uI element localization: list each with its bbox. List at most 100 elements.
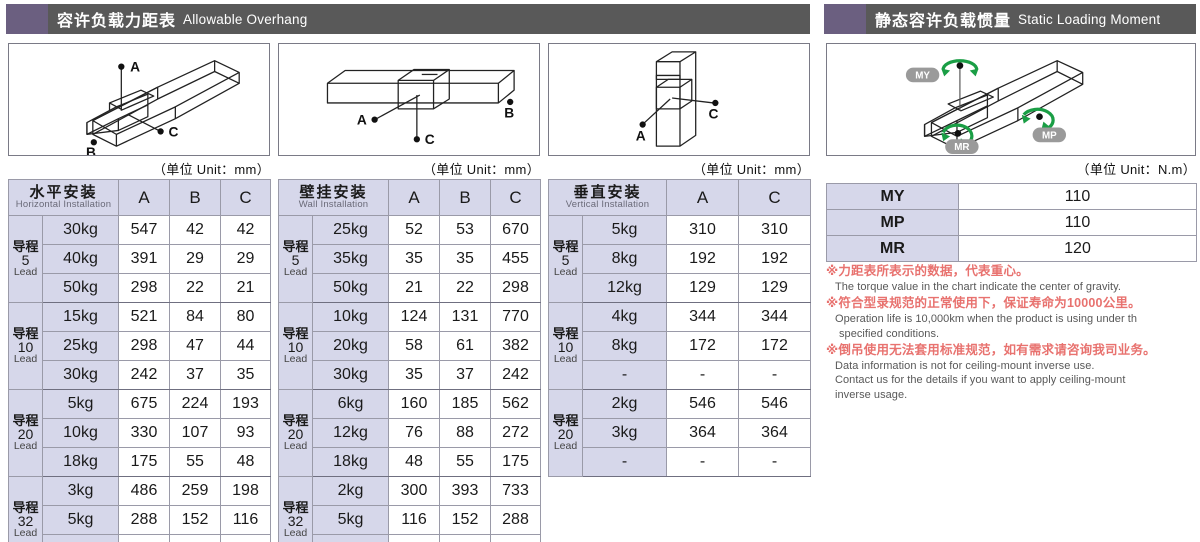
load-cell: 5kg bbox=[311, 505, 390, 535]
load-cell: 8kg bbox=[581, 244, 668, 274]
lead-cn: 导程 bbox=[12, 239, 39, 255]
value-cell-b: 152 bbox=[169, 505, 221, 535]
value-cell-a: - bbox=[666, 360, 740, 390]
svg-text:A: A bbox=[357, 113, 367, 128]
lead-group-5: 导程 5 Lead bbox=[278, 215, 313, 303]
load-cell: 3kg bbox=[42, 476, 119, 506]
table-row: - - - - bbox=[9, 534, 271, 542]
value-cell-c: 546 bbox=[738, 389, 812, 419]
table-row: 25kg 298 47 44 bbox=[9, 331, 271, 361]
vertical-mount-diagram: A C bbox=[548, 43, 810, 156]
load-cell: - bbox=[581, 447, 668, 477]
value-cell-a: 344 bbox=[666, 302, 740, 332]
load-cell: 30kg bbox=[42, 360, 119, 390]
load-cell: 2kg bbox=[581, 389, 668, 419]
table-row: 12kg 129 129 bbox=[549, 273, 812, 303]
value-cell-c: 298 bbox=[490, 273, 542, 303]
column-header-a: A bbox=[666, 179, 740, 216]
value-cell-c: 21 bbox=[220, 273, 271, 303]
mr-label: MR bbox=[945, 139, 979, 155]
table-row: 8kg 192 192 bbox=[549, 244, 812, 274]
moment-value-my: 110 bbox=[958, 183, 1197, 210]
value-cell-b: 88 bbox=[439, 418, 492, 448]
value-cell-c: 382 bbox=[490, 331, 542, 361]
column-header-c: C bbox=[490, 179, 542, 216]
value-cell-b: 55 bbox=[439, 447, 492, 477]
svg-text:A: A bbox=[636, 128, 646, 143]
value-cell-b: 131 bbox=[439, 302, 492, 332]
note-2-en-line-1: Operation life is 10,000km when the prod… bbox=[835, 312, 1138, 325]
lead-group-20: 导程 20 Lead bbox=[8, 389, 43, 477]
lead-cn: 导程 bbox=[552, 413, 579, 429]
load-cell: 50kg bbox=[42, 273, 119, 303]
load-cell: 10kg bbox=[311, 302, 390, 332]
table-row: - - - bbox=[549, 447, 812, 477]
table-row: MP 110 bbox=[826, 209, 1197, 236]
load-cell: 5kg bbox=[42, 505, 119, 535]
table-row: 40kg 391 29 29 bbox=[9, 244, 271, 274]
value-cell-c: 48 bbox=[220, 447, 271, 477]
value-cell-c: 116 bbox=[220, 505, 271, 535]
load-cell: 25kg bbox=[42, 331, 119, 361]
moment-value-mr: 120 bbox=[958, 235, 1197, 262]
header-color-swatch bbox=[6, 4, 48, 34]
lead-num: 32 bbox=[287, 513, 304, 530]
load-cell: 20kg bbox=[311, 331, 390, 361]
value-cell-b: 152 bbox=[439, 505, 492, 535]
value-cell-a: 35 bbox=[388, 244, 441, 274]
svg-text:C: C bbox=[708, 107, 718, 122]
table-row: 50kg 21 22 298 bbox=[279, 273, 542, 303]
note-3-cn: ※倒吊使用无法套用标准规范，如有需求请咨询我司业务。 bbox=[826, 343, 1156, 358]
lead-num: 5 bbox=[291, 252, 300, 269]
notes-block: ※力距表所表示的数据，代表重心。 The torque value in the… bbox=[826, 262, 1198, 403]
table-row: 导程 20 Lead 2kg 546 546 bbox=[548, 389, 812, 477]
moment-title-cn: 静态容许负载惯量 bbox=[875, 13, 1012, 30]
note-3-en-line-1: Data information is not for ceiling-moun… bbox=[835, 359, 1095, 372]
value-cell-c: 562 bbox=[490, 389, 542, 419]
column-header-b: B bbox=[169, 179, 221, 216]
lead-en: Lead bbox=[13, 527, 38, 540]
value-cell-c: 35 bbox=[220, 360, 271, 390]
value-cell-c: - bbox=[220, 534, 271, 542]
svg-text:A: A bbox=[130, 60, 140, 75]
table-vertical-installation: 垂直安装 Vertical Installation A C 导程 5 Lead… bbox=[547, 179, 812, 477]
value-cell-a: 52 bbox=[388, 215, 441, 245]
value-cell-b: - bbox=[439, 534, 492, 542]
lead-cn: 导程 bbox=[282, 239, 309, 255]
table-wall-installation: 壁挂安装 Wall Installation A B C 导程 5 Lead 2… bbox=[277, 179, 542, 542]
value-cell-b: 224 bbox=[169, 389, 221, 419]
lead-num: 5 bbox=[21, 252, 30, 269]
lead-en: Lead bbox=[13, 266, 38, 279]
value-cell-c: 93 bbox=[220, 418, 271, 448]
value-cell-a: 124 bbox=[388, 302, 441, 332]
horizontal-mount-diagram: A C B bbox=[8, 43, 270, 156]
value-cell-c: 42 bbox=[220, 215, 271, 245]
table-row: 导程 10 Lead 10kg 124 131 770 bbox=[278, 302, 542, 390]
lead-group-20: 导程 20 Lead bbox=[278, 389, 313, 477]
load-cell: - bbox=[311, 534, 390, 542]
lead-cn: 导程 bbox=[12, 500, 39, 516]
column-header-c: C bbox=[220, 179, 271, 216]
value-cell-a: 129 bbox=[666, 273, 740, 303]
table-row: 20kg 58 61 382 bbox=[279, 331, 542, 361]
header-vertical-installation: 垂直安装 Vertical Installation bbox=[547, 179, 668, 216]
load-cell: 10kg bbox=[42, 418, 119, 448]
header-wall-installation: 壁挂安装 Wall Installation bbox=[277, 179, 390, 216]
moment-label-mr: MR bbox=[826, 235, 959, 262]
value-cell-c: 364 bbox=[738, 418, 812, 448]
value-cell-c: 198 bbox=[220, 476, 271, 506]
value-cell-b: 35 bbox=[439, 244, 492, 274]
value-cell-a: 21 bbox=[388, 273, 441, 303]
table-row: MR 120 bbox=[826, 235, 1197, 262]
svg-text:MY: MY bbox=[915, 70, 930, 81]
lead-num: 20 bbox=[557, 426, 574, 443]
load-cell: 6kg bbox=[311, 389, 390, 419]
value-cell-a: 242 bbox=[118, 360, 170, 390]
value-cell-b: 42 bbox=[169, 215, 221, 245]
value-cell-b: 37 bbox=[439, 360, 492, 390]
table-row: 50kg 298 22 21 bbox=[9, 273, 271, 303]
lead-en: Lead bbox=[283, 527, 308, 540]
note-3-en-line-3: inverse usage. bbox=[835, 389, 908, 401]
svg-text:C: C bbox=[425, 132, 435, 147]
mp-label: MP bbox=[1032, 127, 1067, 143]
